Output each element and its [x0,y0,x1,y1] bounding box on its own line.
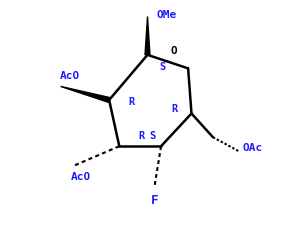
Text: OMe: OMe [157,10,177,20]
Text: O: O [170,47,177,57]
Text: S: S [149,131,155,141]
Text: AcO: AcO [71,172,91,182]
Polygon shape [145,17,150,55]
Text: R: R [171,104,178,114]
Text: R: R [139,131,145,141]
Text: R: R [129,97,135,107]
Text: F: F [150,194,158,207]
Text: AcO: AcO [60,72,80,81]
Text: S: S [159,62,165,72]
Polygon shape [61,86,110,102]
Text: OAc: OAc [242,143,263,153]
